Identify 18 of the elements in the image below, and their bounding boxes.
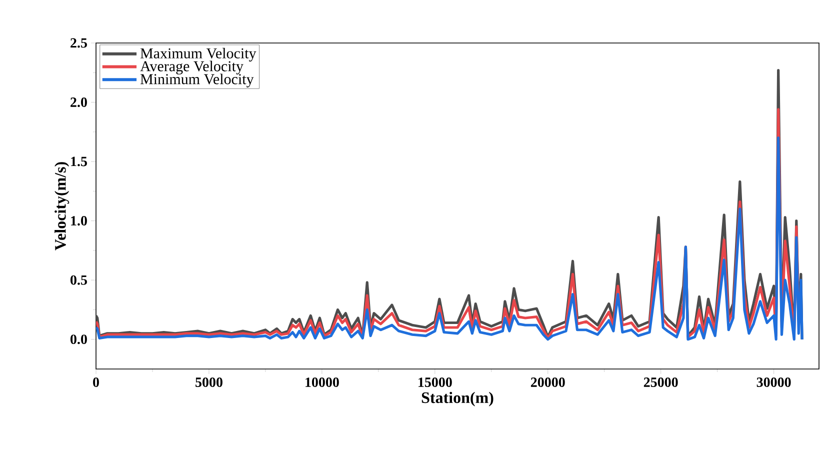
legend-label: Maximum Velocity [140, 48, 256, 62]
y-tick-label: 1.0 [71, 216, 87, 226]
legend-label: Minimum Velocity [140, 74, 254, 88]
y-tick-label: 0.5 [70, 275, 87, 285]
legend-label: Average Velocity [140, 60, 244, 74]
y-axis-title: Velocity(m/s) [54, 162, 70, 250]
y-tick-label: 2.5 [70, 38, 87, 48]
x-tick-label: 30000 [756, 378, 791, 387]
x-tick-label: 0 [93, 378, 99, 387]
x-tick-label: 5000 [196, 378, 222, 387]
y-tick-label: 1.5 [71, 156, 87, 166]
y-tick-label: 0.0 [70, 334, 87, 344]
x-tick-label: 10000 [306, 378, 339, 387]
x-axis-title: Station(m) [422, 392, 494, 406]
x-tick-label: 15000 [418, 378, 452, 387]
x-tick-label: 20000 [530, 378, 565, 387]
y-tick-label: 2.0 [70, 98, 87, 108]
x-tick-label: 25000 [644, 378, 678, 387]
